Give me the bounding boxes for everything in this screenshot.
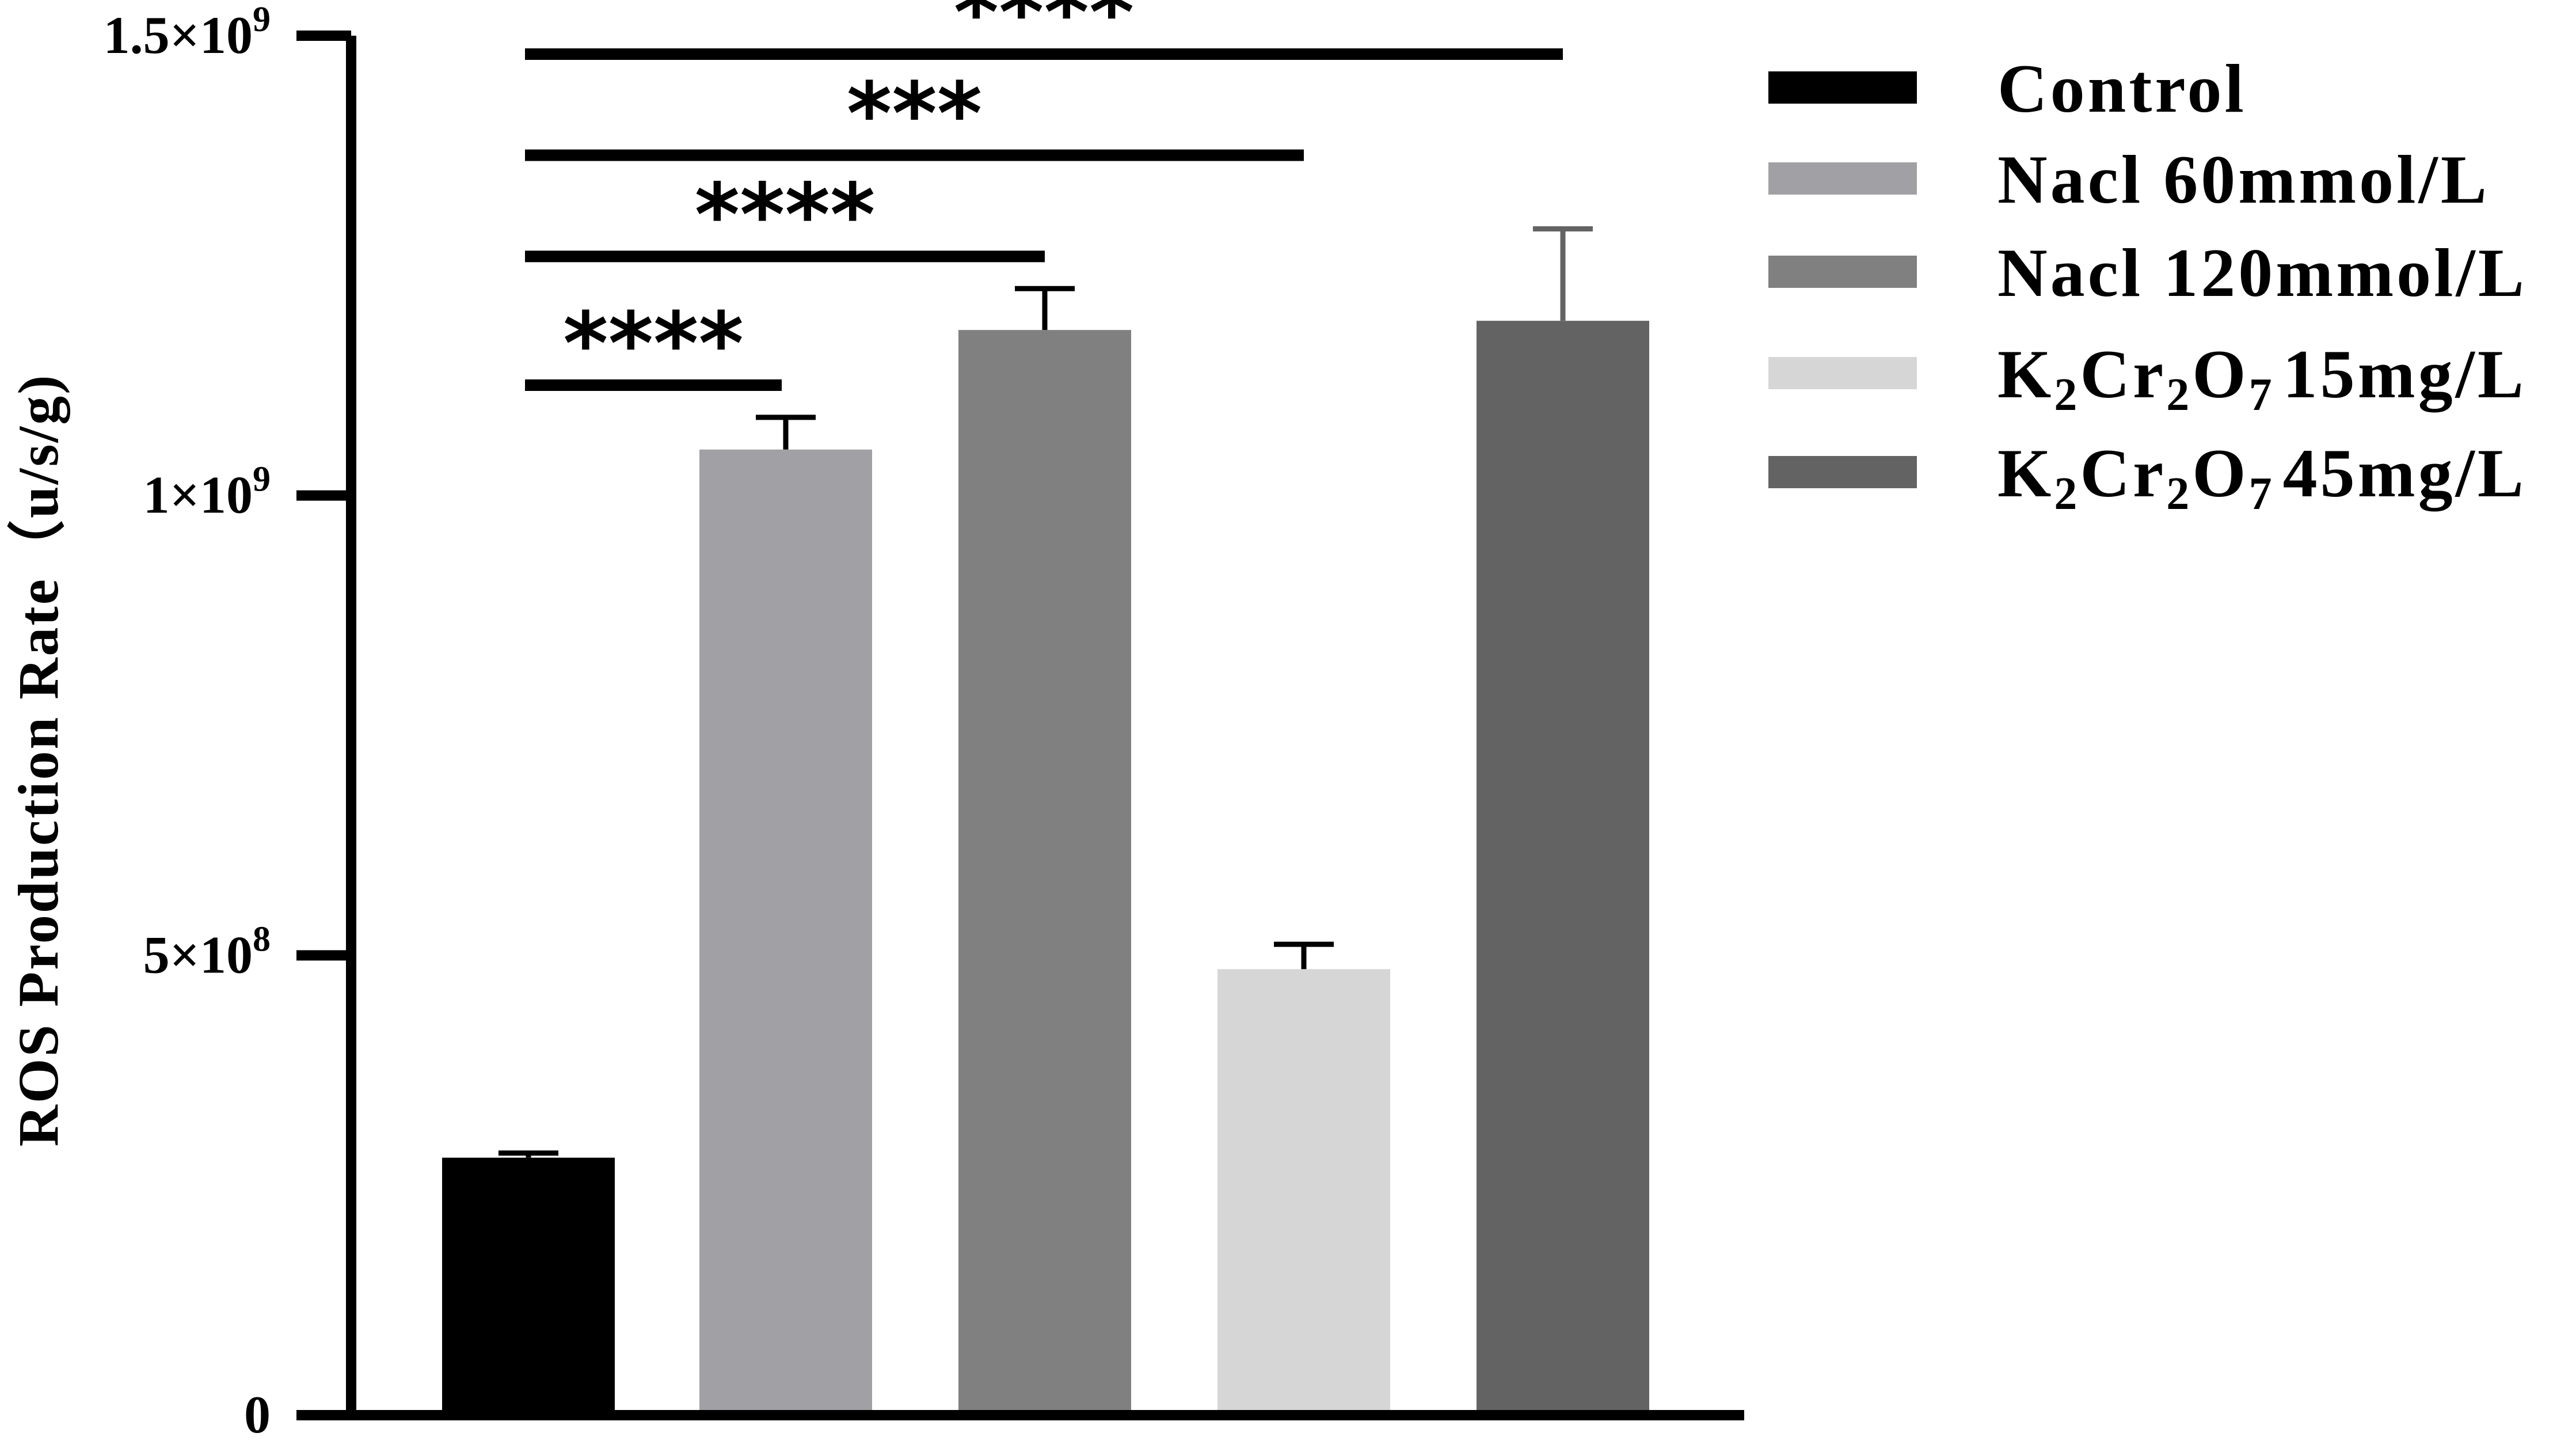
legend-item-4: K2Cr2O7 45mg/L <box>1768 435 2526 519</box>
axes-layer <box>299 36 1744 1420</box>
significance-label: **** <box>695 165 876 265</box>
error-bar-0 <box>499 1150 558 1158</box>
legend-swatch <box>1768 357 1917 389</box>
bars-layer <box>442 321 1649 1415</box>
y-axis-title: ROS Production Rate（u/s/g) <box>6 374 70 1147</box>
y-tick-label: 1×109 <box>143 460 271 525</box>
bar-0 <box>442 1157 615 1415</box>
significance-layer: *************** <box>525 0 1563 394</box>
significance-label: **** <box>563 294 744 394</box>
legend-swatch <box>1768 256 1917 288</box>
legend-item-0: Control <box>1768 50 2247 127</box>
y-ticks-layer: 0 5×108 1×109 1.5×109 <box>104 0 351 1444</box>
legend-label: Control <box>1997 50 2247 127</box>
y-tick-label: 1.5×109 <box>104 0 271 64</box>
significance-bracket-2: *** <box>525 64 1304 165</box>
significance-label: *** <box>847 64 982 165</box>
legend-item-1: Nacl 60mmol/L <box>1768 141 2490 218</box>
error-bar-2 <box>1015 286 1075 330</box>
y-axis-label: ROS Production Rate（u/s/g) <box>6 374 70 1147</box>
significance-bracket-3: **** <box>525 0 1563 63</box>
legend-swatch <box>1768 71 1917 104</box>
y-tick-label: 0 <box>244 1385 271 1444</box>
legend: Control Nacl 60mmol/L Nacl 120mmol/L K2Cr2O… <box>1768 50 2527 519</box>
error-bar-1 <box>756 415 816 450</box>
legend-swatch <box>1768 162 1917 195</box>
error-bar-3 <box>1274 941 1334 970</box>
legend-swatch <box>1768 456 1917 488</box>
legend-label: K2Cr2O7 15mg/L <box>1997 336 2526 420</box>
error-bars-layer <box>499 226 1593 1158</box>
significance-label: **** <box>954 0 1135 63</box>
legend-item-2: Nacl 120mmol/L <box>1768 234 2527 311</box>
legend-label: Nacl 120mmol/L <box>1997 234 2527 311</box>
significance-bracket-1: **** <box>525 165 1045 265</box>
significance-bracket-0: **** <box>525 294 782 394</box>
y-tick-label: 5×108 <box>143 919 271 984</box>
bar-3 <box>1217 969 1390 1415</box>
bar-1 <box>699 449 872 1415</box>
legend-item-3: K2Cr2O7 15mg/L <box>1768 336 2526 420</box>
bar-4 <box>1477 321 1649 1415</box>
legend-label: K2Cr2O7 45mg/L <box>1997 435 2526 519</box>
bar-2 <box>958 330 1131 1415</box>
legend-label: Nacl 60mmol/L <box>1997 141 2490 218</box>
error-bar-4 <box>1533 226 1593 321</box>
